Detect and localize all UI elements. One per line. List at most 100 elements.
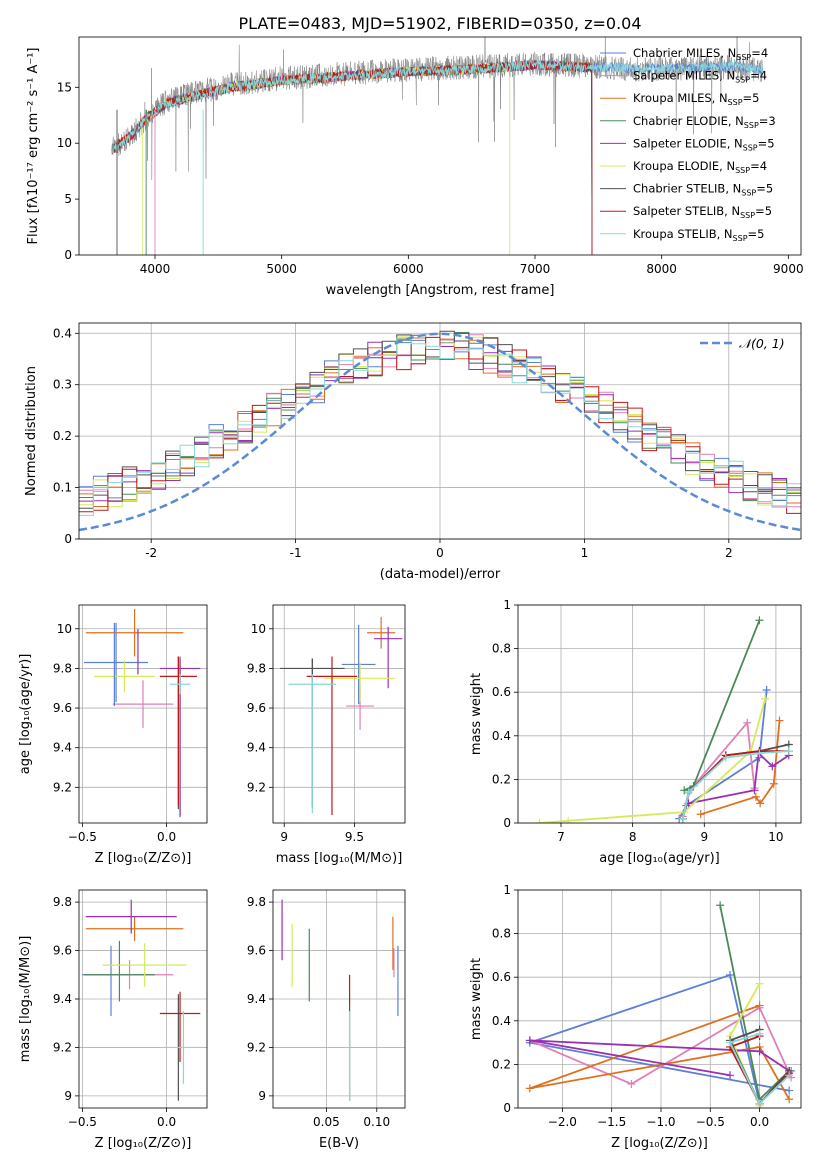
plot-area-mass_vs_Z (82, 899, 204, 1101)
weight-marker (755, 1001, 764, 1010)
plot-area-mass_vs_ebv (281, 899, 399, 1101)
x-tick-label: 1 (581, 546, 589, 560)
x-tick-label: -2 (145, 546, 157, 560)
weight-marker (535, 819, 544, 823)
figure-title: PLATE=0483, MJD=51902, FIBERID=0350, z=0… (238, 14, 641, 33)
weight-marker (564, 816, 573, 823)
x-axis-label: wavelength [Angstrom, rest frame] (326, 283, 555, 298)
weight-marker (680, 786, 689, 795)
weight-marker (525, 1084, 534, 1093)
y-tick-label: 0.8 (492, 927, 511, 941)
x-tick-label: 9.5 (345, 830, 364, 844)
weight-line (529, 1039, 790, 1077)
errorbar-point (169, 674, 191, 695)
y-tick-label: 10 (57, 622, 72, 636)
y-tick-label: 9.6 (53, 944, 72, 958)
x-tick-label: 0.10 (363, 1115, 390, 1129)
plot-area-weight_vs_age (535, 616, 793, 823)
legend-label-rest: =5 (743, 91, 760, 105)
legend-label-rest: =3 (759, 114, 776, 128)
y-tick-label: 1 (503, 598, 511, 612)
errorbar-point (112, 680, 174, 728)
y-axis-label: Flux [fλ10⁻¹⁷ erg cm⁻² s⁻¹ A⁻¹] (26, 48, 41, 245)
legend-label: Kroupa MILES, NSSP=5 (633, 91, 759, 107)
x-tick-label: 6000 (393, 262, 424, 276)
weight-marker (768, 762, 777, 771)
weight-marker (769, 779, 778, 788)
x-tick-label: −2.0 (548, 1115, 577, 1129)
errorbar-point (306, 656, 358, 816)
weight-marker (726, 1038, 735, 1047)
y-tick-label: 9.2 (53, 780, 72, 794)
x-axis-label: mass [log₁₀(M/M⊙)] (276, 851, 403, 866)
ticks-age_vs_Z: −0.5 0.0 9.2 9.4 9.6 9.8 10 (53, 622, 176, 844)
x-tick-label: −1.0 (646, 1115, 675, 1129)
legend-subscript: SSP (728, 98, 743, 107)
legend-subscript: SSP (740, 211, 755, 220)
weight-marker (755, 616, 764, 625)
y-tick-label: 9.2 (247, 780, 266, 794)
legend-subscript: SSP (735, 76, 750, 85)
legend-label: Salpeter STELIB, NSSP=5 (633, 204, 772, 220)
legend-label: Chabrier MILES, NSSP=4 (633, 46, 768, 62)
y-tick-label: 0.6 (492, 685, 511, 699)
y-tick-label: 9.6 (53, 701, 72, 715)
legend-label: Chabrier ELODIE, NSSP=3 (633, 114, 776, 130)
model-spectrum-line (111, 59, 593, 255)
y-tick-label: 15 (57, 80, 72, 94)
legend-label: Salpeter MILES, NSSP=4 (633, 69, 767, 85)
legend-subscript: SSP (735, 166, 750, 175)
x-tick-label: 9000 (773, 262, 804, 276)
axes-age_vs_mass: 9 9.5 9.2 9.4 9.6 9.8 10 mass [log₁₀(M/M⊙)] (247, 604, 406, 866)
x-tick-label: 10 (768, 830, 783, 844)
weight-marker (755, 979, 764, 988)
ticks-weight_vs_Z: −2.0 −1.5 −1.0 −0.5 0.0 0 0.2 0.4 0.6 0.8 1 (492, 883, 769, 1129)
plot-area-age_vs_mass (280, 616, 403, 816)
legend-label-rest: =5 (748, 227, 765, 241)
x-tick-label: 8 (629, 830, 637, 844)
x-tick-label: −0.5 (696, 1115, 725, 1129)
x-tick-label: −0.5 (68, 1115, 97, 1129)
x-tick-label: -1 (290, 546, 302, 560)
weight-marker (755, 1029, 764, 1038)
weight-marker (696, 810, 705, 819)
x-tick-label: 0.0 (750, 1115, 769, 1129)
y-tick-label: 0 (503, 1101, 511, 1115)
legend-subscript: SSP (744, 121, 759, 130)
y-axis-label: Normed distribution (24, 366, 39, 496)
legend-label-rest: =4 (750, 69, 767, 83)
axes-weight_vs_Z: −2.0 −1.5 −1.0 −0.5 0.0 0 0.2 0.4 0.6 0.8 1 Z [log₁… (469, 883, 802, 1151)
y-axis-label: mass weight (469, 958, 484, 1040)
axes-frame (78, 604, 208, 824)
residual-histogram (79, 337, 801, 516)
weight-marker (627, 1080, 636, 1089)
axes-spectrum: 4000 5000 6000 7000 8000 9000 0 5 10 15 wavelength… (26, 36, 804, 298)
x-axis-label: age [log₁₀(age/yr)] (599, 851, 720, 866)
x-axis-label: Z [log₁₀(Z/Z⊙)] (95, 851, 192, 866)
x-axis-label: Z [log₁₀(Z/Z⊙)] (611, 1136, 708, 1151)
plot-area-spectrum (111, 37, 764, 255)
legend-subscript: SSP (743, 143, 758, 152)
ticks-residuals: -2 -1 0 1 2 0 0.1 0.2 0.3 0.4 (53, 326, 733, 560)
x-axis-label: Z [log₁₀(Z/Z⊙)] (95, 1136, 192, 1151)
y-tick-label: 10 (251, 622, 266, 636)
y-tick-label: 9.2 (247, 1040, 266, 1054)
y-tick-label: 9.4 (247, 992, 266, 1006)
y-tick-label: 0 (64, 248, 72, 262)
y-tick-label: 0 (503, 816, 511, 830)
x-tick-label: 0.05 (313, 1115, 340, 1129)
weight-line (529, 1004, 790, 1100)
axes-weight_vs_age: 7 8 9 10 0 0.2 0.4 0.6 0.8 1 age [log₁₀(age/yr)] ma… (469, 598, 802, 866)
axes-frame (78, 322, 802, 540)
legend-label-rest: =5 (756, 182, 773, 196)
legend-label-rest: =4 (750, 159, 767, 173)
y-axis-label: mass [log₁₀(M/M⊙)] (18, 936, 33, 1063)
x-tick-label: 5000 (266, 262, 297, 276)
weight-marker (716, 901, 725, 910)
y-tick-label: 0.2 (492, 772, 511, 786)
weight-marker (785, 1086, 794, 1095)
errorbar-point (94, 660, 155, 693)
y-tick-label: 9.8 (53, 895, 72, 909)
y-axis-label: mass weight (469, 673, 484, 755)
x-tick-label: 9 (280, 830, 288, 844)
